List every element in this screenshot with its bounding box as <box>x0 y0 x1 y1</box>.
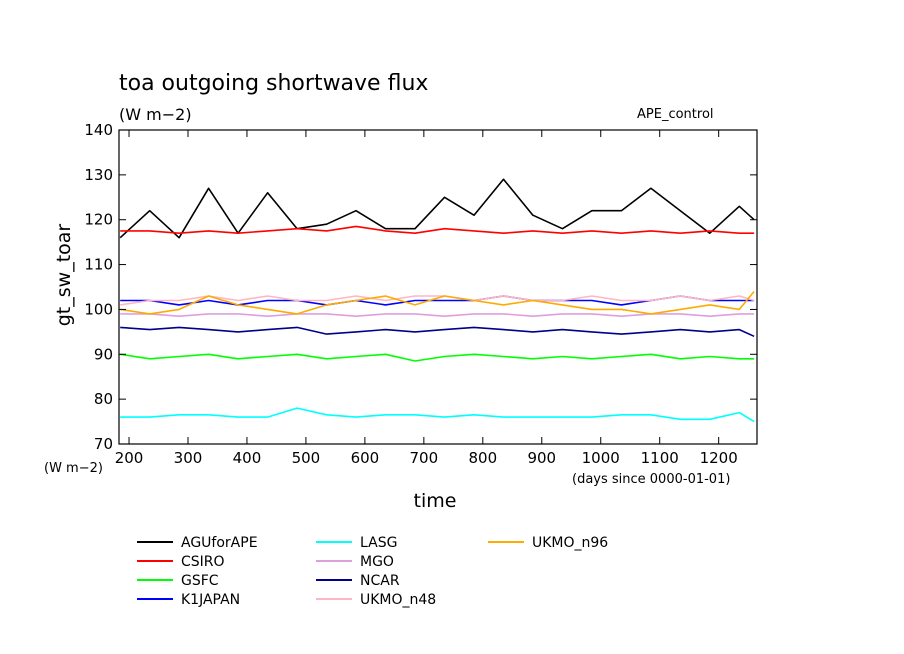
legend-label-NCAR: NCAR <box>360 573 400 589</box>
series-line-UKMO_n96 <box>120 290 755 315</box>
x-tick-label: 1000 <box>582 449 620 467</box>
x-tick-label: 400 <box>233 449 262 467</box>
legend-label-MGO: MGO <box>360 554 394 570</box>
y-tick-label: 120 <box>84 211 113 229</box>
chart-subtitle: (W m−2) <box>119 105 192 124</box>
y-tick-label: 130 <box>84 166 113 184</box>
y-tick-label: 70 <box>94 435 113 453</box>
y-tick-label: 90 <box>94 345 113 363</box>
series-line-LASG <box>120 407 755 423</box>
x-tick-label: 300 <box>174 449 203 467</box>
legend: AGUforAPE CSIRO GSFC K1JAPAN LASG MGO NCAR UKMO… <box>137 535 608 608</box>
ticks-layer: 200 300 400 500 600 700 800 900 1000 1100 1200 70 80… <box>84 121 757 467</box>
y-tick-label: 110 <box>84 256 113 274</box>
chart-annotation: APE_control <box>637 107 714 122</box>
x-tick-label: 500 <box>292 449 321 467</box>
y-tick-label: 140 <box>84 121 113 139</box>
legend-label-UKMO_n96: UKMO_n96 <box>532 535 608 551</box>
series-line-CSIRO <box>120 225 755 234</box>
series-line-MGO <box>120 313 755 318</box>
y-units-note: (W m−2) <box>44 461 103 476</box>
x-tick-label: 1100 <box>641 449 679 467</box>
legend-label-UKMO_n48: UKMO_n48 <box>360 592 436 608</box>
legend-label-CSIRO: CSIRO <box>181 554 225 570</box>
legend-label-LASG: LASG <box>360 535 397 551</box>
y-tick-label: 100 <box>84 300 113 318</box>
chart-title: toa outgoing shortwave flux <box>119 71 428 96</box>
x-axis-label: time <box>414 490 457 512</box>
x-tick-label: 900 <box>527 449 556 467</box>
x-tick-label: 200 <box>115 449 144 467</box>
x-tick-label: 1200 <box>700 449 738 467</box>
y-tick-label: 80 <box>94 390 113 408</box>
x-units-note: (days since 0000-01-01) <box>572 472 730 487</box>
y-axis-label: gt_sw_toar <box>53 224 75 327</box>
series-line-GSFC <box>120 353 755 362</box>
x-tick-label: 700 <box>410 449 439 467</box>
x-tick-label: 800 <box>468 449 497 467</box>
x-tick-label: 600 <box>351 449 380 467</box>
series-line-NCAR <box>120 326 755 338</box>
legend-label-AGUforAPE: AGUforAPE <box>181 535 258 551</box>
series-layer <box>119 178 755 423</box>
series-line-AGUforAPE <box>119 178 755 239</box>
legend-label-K1JAPAN: K1JAPAN <box>181 592 240 608</box>
legend-label-GSFC: GSFC <box>181 573 219 589</box>
plot-frame <box>118 129 758 445</box>
